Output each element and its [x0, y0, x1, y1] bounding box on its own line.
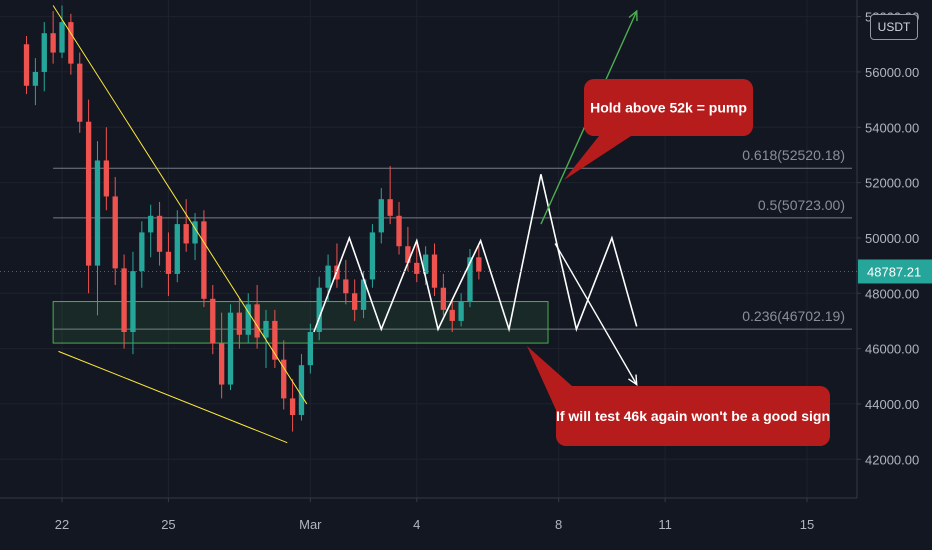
candle-body — [289, 398, 296, 415]
candle-body — [405, 246, 411, 263]
candle-body — [192, 221, 198, 244]
candle-body — [103, 160, 110, 197]
candle-body — [32, 71, 39, 86]
price-tick-label: 42000.00 — [865, 452, 919, 467]
candle-body — [227, 312, 234, 385]
annotations: Hold above 52k = pump If will test 46k ag… — [527, 79, 830, 446]
candle-body — [440, 287, 447, 310]
candle-body — [121, 268, 127, 332]
projection-arrowhead — [628, 9, 638, 22]
price-tick-label: 48000.00 — [865, 286, 919, 301]
candle-body — [254, 304, 260, 338]
candle-body — [422, 254, 429, 274]
candle-body — [307, 332, 313, 366]
fib-level-label: 0.5(50723.00) — [758, 197, 845, 213]
candle-body — [378, 199, 384, 233]
time-tick-label: Mar — [299, 517, 322, 532]
price-tick-label: 44000.00 — [865, 397, 919, 412]
time-axis[interactable]: 22 25 Mar 4 8 11 15 — [55, 498, 814, 532]
candle-body — [50, 33, 56, 53]
candle-body — [298, 365, 305, 415]
candle-body — [59, 22, 65, 53]
last-price-tag — [858, 259, 932, 284]
trendlines — [52, 5, 308, 444]
price-axis[interactable]: 42000.00 44000.00 46000.00 48000.00 50000.00… — [857, 10, 919, 468]
candle-body — [414, 262, 420, 274]
trendline — [52, 5, 308, 405]
candle-body — [263, 320, 269, 338]
candle-body — [449, 309, 455, 321]
projection-zigzag — [313, 174, 638, 333]
time-tick-label: 4 — [413, 517, 420, 532]
candle-body — [352, 293, 358, 310]
candle-body — [174, 224, 180, 274]
price-tick-label: 50000.00 — [865, 231, 919, 246]
callout-text: Hold above 52k = pump — [590, 100, 747, 116]
candle-body — [396, 215, 402, 247]
time-tick-label: 25 — [161, 517, 175, 532]
candle-body — [68, 22, 74, 64]
callout-tail — [564, 136, 631, 180]
currency-button[interactable]: USDT — [870, 14, 918, 40]
support-zone — [52, 301, 549, 344]
fib-level-label: 0.618(52520.18) — [742, 147, 845, 163]
candle-body — [272, 320, 278, 360]
candle-body — [218, 343, 225, 385]
last-price-label: 48787.21 — [867, 264, 921, 279]
callout-box — [584, 79, 753, 136]
candle-body — [77, 63, 83, 122]
candle-body — [467, 257, 473, 302]
candle-body — [476, 257, 482, 272]
projection-arrowhead — [628, 374, 638, 386]
time-tick-label: 15 — [800, 517, 814, 532]
time-tick-label: 8 — [555, 517, 562, 532]
candlesticks — [23, 5, 482, 432]
price-tick-label: 52000.00 — [865, 176, 919, 191]
candle-body — [316, 287, 322, 332]
candle-body — [41, 33, 47, 72]
candle-body — [458, 301, 464, 321]
candle-body — [85, 121, 92, 266]
candle-body — [343, 279, 349, 294]
candle-body — [360, 279, 367, 310]
candle-body — [245, 304, 251, 335]
time-tick-label: 22 — [55, 517, 69, 532]
projection-arrow — [554, 243, 638, 385]
trendline — [58, 350, 288, 444]
candle-body — [112, 196, 118, 269]
price-tick-label: 56000.00 — [865, 65, 919, 80]
candle-body — [148, 215, 154, 233]
candle-body — [94, 160, 101, 266]
candle-body — [156, 215, 163, 252]
candle-body — [281, 359, 287, 399]
price-tick-label: 46000.00 — [865, 342, 919, 357]
candle-body — [236, 312, 243, 335]
callout-box — [556, 386, 830, 446]
price-tick-label: 54000.00 — [865, 120, 919, 135]
candle-body — [201, 221, 207, 299]
candle-body — [431, 254, 438, 288]
candle-body — [139, 232, 145, 272]
candle-body — [325, 265, 331, 288]
candle-body — [387, 199, 393, 216]
candle-body — [23, 44, 30, 86]
candle-body — [210, 298, 216, 344]
fib-level-label: 0.236(46702.19) — [742, 308, 845, 324]
last-price-marker: 48787.21 — [0, 259, 932, 284]
candle-body — [130, 271, 136, 332]
callout-text: If will test 46k again won't be a good s… — [556, 408, 830, 424]
candle-body — [369, 232, 376, 280]
candle-body — [165, 251, 172, 274]
candle-body — [183, 224, 189, 244]
time-tick-label: 11 — [658, 517, 672, 532]
support-zone-rect — [52, 301, 549, 344]
